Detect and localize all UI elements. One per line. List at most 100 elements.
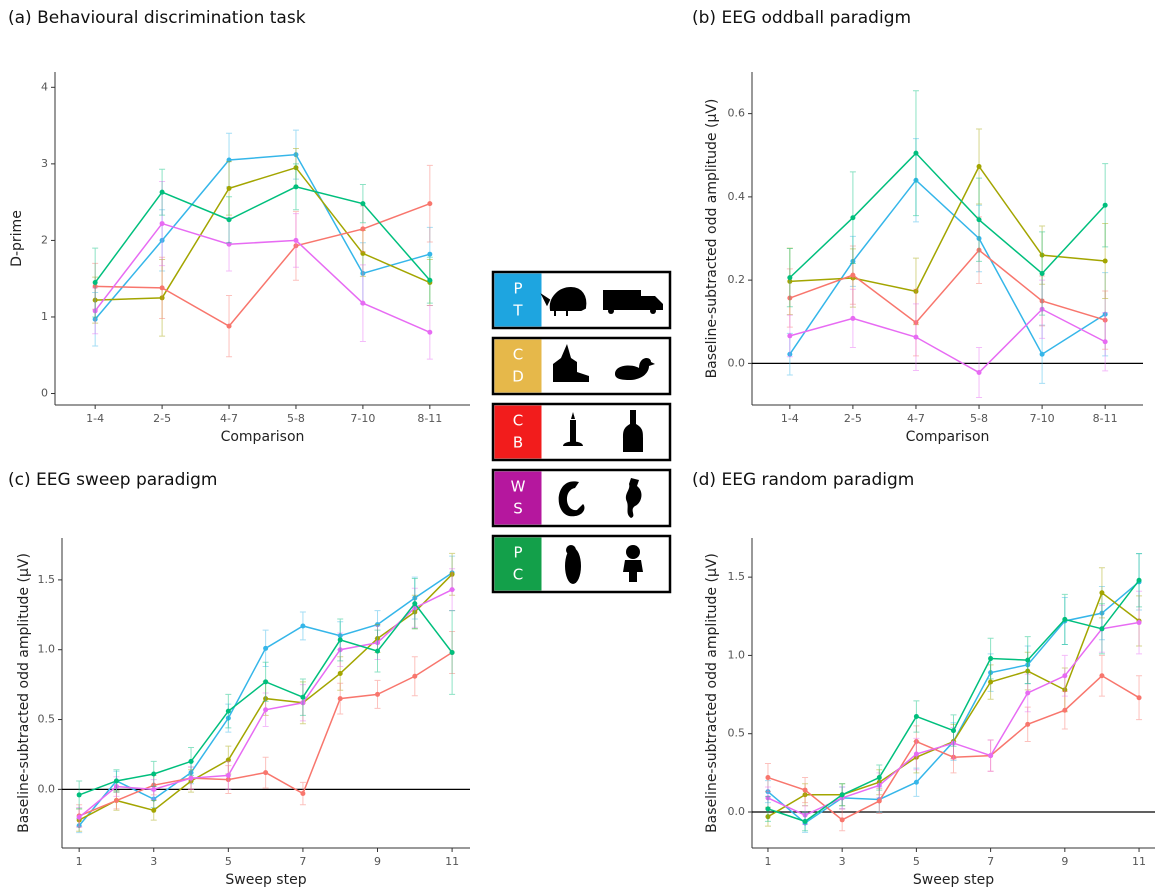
silhouette bbox=[625, 478, 642, 518]
chart-title: (d) EEG random paradigm bbox=[692, 470, 914, 490]
point bbox=[113, 798, 119, 804]
legend-letter: P bbox=[513, 544, 522, 562]
x-tick-label: 3 bbox=[839, 855, 846, 868]
point bbox=[1039, 351, 1045, 357]
silhouette bbox=[553, 344, 589, 382]
y-axis-label: Baseline-subtracted odd amplitude (µV) bbox=[704, 99, 720, 379]
silhouette bbox=[623, 410, 643, 452]
point bbox=[988, 753, 994, 759]
point bbox=[188, 770, 194, 776]
point bbox=[1039, 270, 1045, 276]
point bbox=[765, 795, 771, 801]
legend-letter: C bbox=[513, 412, 523, 430]
legend-letter: C bbox=[513, 566, 523, 584]
x-axis-label: Comparison bbox=[221, 429, 305, 445]
point bbox=[913, 751, 919, 757]
x-tick-label: 11 bbox=[445, 855, 459, 868]
point bbox=[226, 185, 232, 191]
point bbox=[412, 605, 418, 611]
x-tick-label: 1-4 bbox=[781, 412, 799, 425]
point bbox=[188, 775, 194, 781]
y-tick-label: 1.5 bbox=[38, 573, 56, 586]
point bbox=[913, 288, 919, 294]
point bbox=[988, 670, 994, 676]
series-line bbox=[94, 222, 431, 333]
legend-swatch bbox=[494, 537, 542, 591]
point bbox=[1039, 252, 1045, 258]
point bbox=[1025, 662, 1031, 668]
point bbox=[1039, 298, 1045, 304]
silhouette bbox=[608, 308, 614, 314]
point bbox=[263, 770, 269, 776]
point bbox=[1102, 311, 1108, 317]
point bbox=[1062, 687, 1068, 693]
y-tick-label: 0.2 bbox=[728, 273, 746, 286]
point bbox=[360, 226, 366, 232]
point bbox=[225, 708, 231, 714]
legend-icon bbox=[558, 481, 585, 517]
point bbox=[360, 201, 366, 207]
point bbox=[337, 647, 343, 653]
x-tick-label: 5 bbox=[225, 855, 232, 868]
x-tick-label: 5-8 bbox=[287, 412, 305, 425]
point bbox=[765, 806, 771, 812]
x-tick-label: 2-5 bbox=[844, 412, 862, 425]
point bbox=[850, 315, 856, 321]
point bbox=[263, 696, 269, 702]
point bbox=[375, 691, 381, 697]
point bbox=[1136, 695, 1142, 701]
point bbox=[951, 754, 956, 760]
point bbox=[92, 280, 98, 286]
point bbox=[1062, 673, 1068, 679]
point bbox=[159, 237, 165, 243]
point bbox=[913, 177, 919, 183]
point bbox=[375, 640, 381, 646]
point bbox=[976, 217, 982, 223]
x-tick-label: 1-4 bbox=[86, 412, 104, 425]
point bbox=[427, 201, 433, 207]
chart-title: (c) EEG sweep paradigm bbox=[8, 470, 217, 490]
legend-icon bbox=[565, 545, 581, 584]
legend-swatch bbox=[494, 339, 542, 393]
point bbox=[151, 782, 157, 788]
silhouette bbox=[563, 412, 583, 446]
legend-letter: P bbox=[513, 280, 522, 298]
point bbox=[293, 165, 299, 171]
point bbox=[449, 650, 455, 656]
point bbox=[1062, 707, 1068, 713]
x-tick-label: 9 bbox=[374, 855, 381, 868]
y-tick-label: 0.0 bbox=[728, 356, 746, 369]
point bbox=[765, 814, 771, 820]
point bbox=[765, 775, 771, 781]
point bbox=[293, 243, 299, 249]
point bbox=[1025, 657, 1031, 663]
silhouette bbox=[650, 308, 656, 314]
point bbox=[876, 775, 882, 781]
y-axis-label: D-prime bbox=[9, 210, 25, 267]
y-tick-label: 3 bbox=[41, 157, 48, 170]
x-axis-label: Sweep step bbox=[913, 872, 994, 888]
silhouette bbox=[558, 481, 585, 517]
point bbox=[839, 817, 845, 823]
point bbox=[427, 251, 433, 257]
point bbox=[976, 163, 982, 169]
y-tick-label: 1.0 bbox=[728, 648, 746, 661]
point bbox=[151, 771, 157, 777]
legend-letter: T bbox=[512, 302, 523, 320]
x-axis-label: Sweep step bbox=[225, 872, 306, 888]
point bbox=[976, 370, 982, 376]
legend-letter: D bbox=[512, 368, 524, 386]
legend-icon bbox=[625, 478, 642, 518]
point bbox=[300, 694, 306, 700]
y-tick-label: 0.5 bbox=[728, 727, 746, 740]
y-tick-label: 1.5 bbox=[728, 570, 746, 583]
point bbox=[360, 270, 366, 276]
y-tick-label: 1 bbox=[41, 310, 48, 323]
point bbox=[1102, 258, 1108, 264]
point bbox=[412, 609, 418, 615]
point bbox=[360, 250, 366, 256]
series-line bbox=[94, 186, 431, 283]
point bbox=[360, 300, 366, 306]
chart-title: (b) EEG oddball paradigm bbox=[692, 8, 911, 28]
point bbox=[988, 656, 994, 662]
